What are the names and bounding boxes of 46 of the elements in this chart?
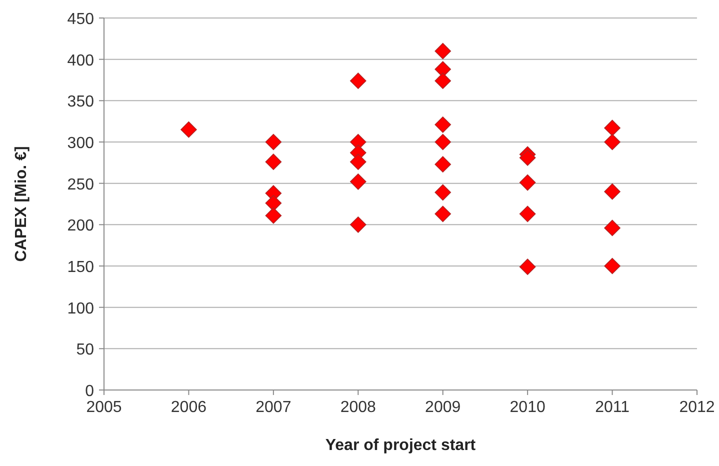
y-tick-label: 250 — [67, 176, 94, 194]
y-tick-label: 100 — [67, 300, 94, 318]
point — [434, 206, 452, 222]
y-tick-label: 200 — [67, 218, 94, 235]
point — [604, 220, 620, 236]
point — [350, 72, 366, 89]
point — [434, 61, 452, 78]
x-tick-label: 2011 — [595, 399, 630, 416]
point — [434, 72, 452, 89]
point — [265, 154, 282, 170]
y-axis-title: CAPEX [Mio. €] — [13, 146, 30, 262]
y-tick-label: 300 — [67, 135, 94, 152]
y-tick-label: 450 — [67, 11, 94, 28]
point — [434, 134, 452, 150]
y-tick-label: 150 — [67, 259, 94, 276]
point — [604, 134, 620, 150]
y-tick-label: 400 — [67, 52, 94, 70]
point — [350, 216, 366, 233]
point — [519, 150, 536, 166]
y-tick-label: 350 — [67, 94, 94, 111]
x-tick-label: 2005 — [86, 399, 122, 416]
point — [519, 174, 536, 191]
point — [604, 258, 620, 274]
point — [350, 154, 366, 170]
point — [434, 42, 452, 60]
x-tick-label: 2012 — [679, 399, 715, 416]
point — [265, 207, 282, 224]
point — [604, 120, 620, 136]
point — [604, 183, 620, 200]
point — [350, 174, 366, 190]
point — [434, 184, 452, 201]
x-tick-label: 2008 — [340, 399, 376, 416]
y-tick-label: 0 — [85, 383, 94, 400]
x-tick-label: 2009 — [425, 399, 461, 416]
x-tick-label: 2010 — [510, 399, 546, 416]
x-tick-label: 2007 — [256, 399, 292, 416]
point — [265, 134, 282, 150]
point — [434, 156, 452, 172]
y-tick-label: 50 — [76, 342, 94, 359]
point — [519, 258, 536, 275]
x-axis-title: Year of project start — [325, 437, 476, 454]
point — [265, 195, 282, 212]
point — [519, 206, 536, 222]
point — [434, 116, 452, 133]
point — [180, 121, 197, 138]
x-tick-label: 2006 — [170, 399, 207, 416]
